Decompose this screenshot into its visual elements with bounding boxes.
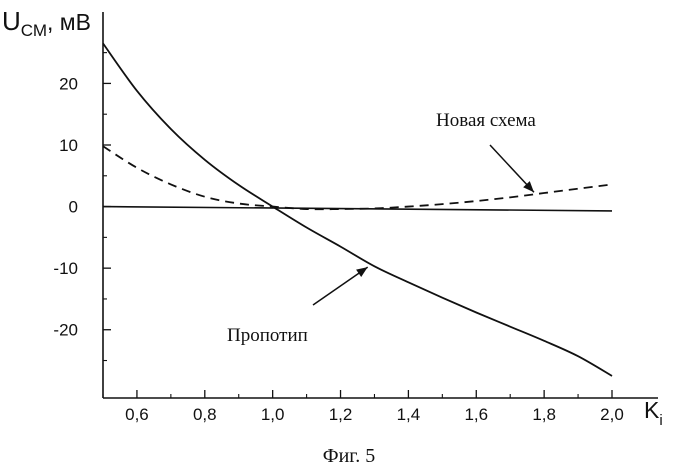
x-tick-label: 0,6 xyxy=(125,405,149,424)
x-tick-label: 1,4 xyxy=(397,405,421,424)
ticks: 0,6 0,8 1,0 1,2 1,4 1,6 1,8 2,0 20 10 0 -10 -20 xyxy=(53,53,623,424)
x-tick-label: 1,2 xyxy=(329,405,353,424)
y-tick-label: 0 xyxy=(69,198,78,217)
axes xyxy=(103,12,658,398)
x-axis-label: Ki xyxy=(644,397,663,429)
figure-caption: Фиг. 5 xyxy=(323,445,375,467)
y-axis-label-main: U xyxy=(2,6,21,36)
y-tick-label: 10 xyxy=(59,136,78,155)
x-tick-label: 1,6 xyxy=(464,405,488,424)
x-axis-label-sub: i xyxy=(659,412,662,429)
y-axis-label-sub: СМ xyxy=(21,21,47,40)
x-axis-label-main: K xyxy=(644,397,660,423)
new-scheme-curve xyxy=(103,146,612,209)
y-axis-label-unit: , мВ xyxy=(47,9,91,35)
annotations xyxy=(313,145,534,305)
x-tick-label: 2,0 xyxy=(600,405,624,424)
annotation-prototip: Пропотип xyxy=(227,325,308,346)
y-tick-label: 20 xyxy=(59,74,78,93)
y-axis-label: UСМ, мВ xyxy=(2,6,91,40)
x-tick-label: 0,8 xyxy=(193,405,217,424)
series-layer xyxy=(103,43,612,376)
annotation-arrow-prototip-head xyxy=(356,267,368,277)
zero-line xyxy=(103,207,612,211)
x-tick-label: 1,0 xyxy=(261,405,285,424)
annotation-novaya-skhema: Новая схема xyxy=(436,110,536,131)
y-tick-label: -20 xyxy=(53,321,78,340)
y-tick-label: -10 xyxy=(53,259,78,278)
x-tick-label: 1,8 xyxy=(532,405,556,424)
